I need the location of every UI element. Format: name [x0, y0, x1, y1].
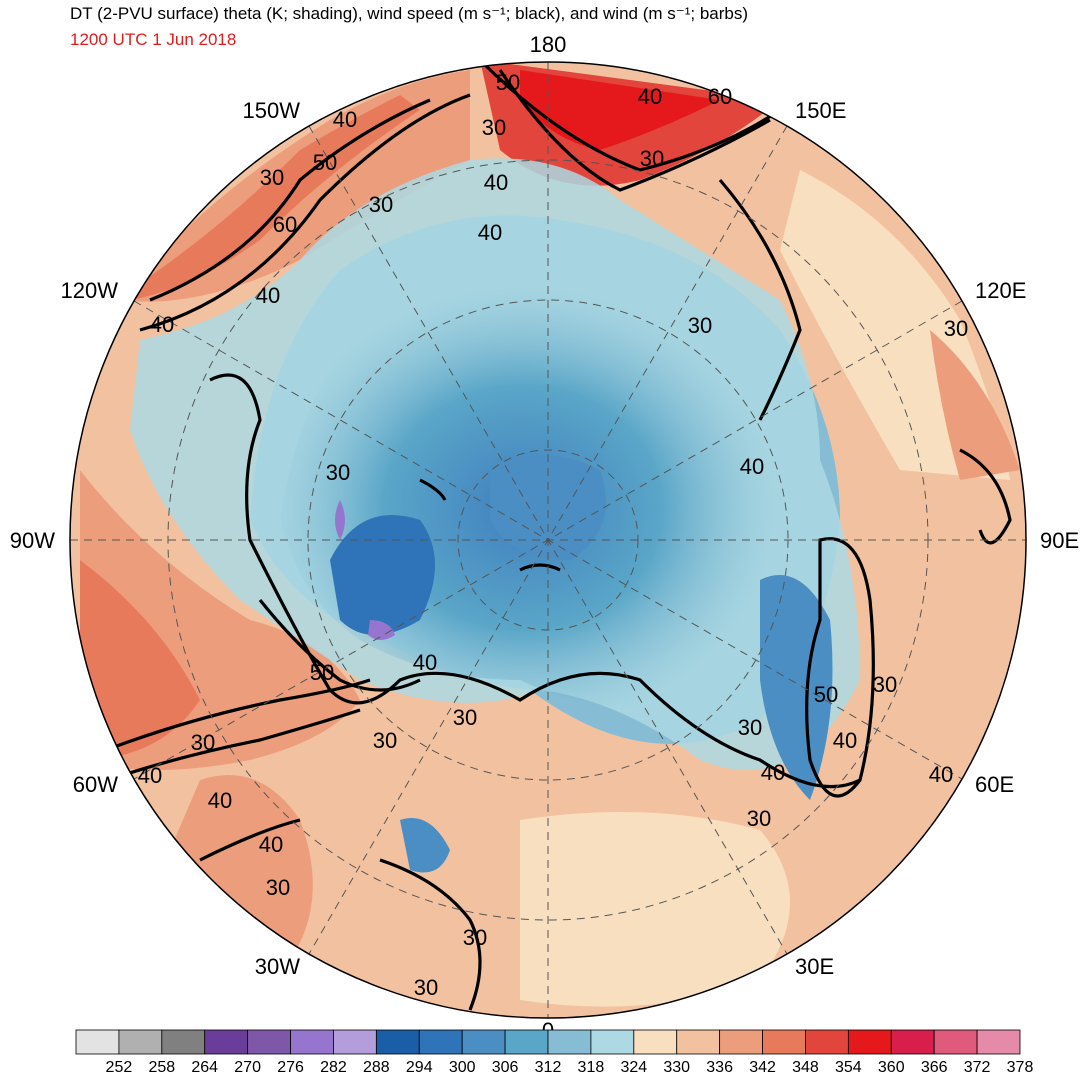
- contour-label: 40: [138, 763, 162, 788]
- colorbar-tick-label: 312: [535, 1059, 562, 1076]
- colorbar-tick-label: 372: [964, 1059, 991, 1076]
- colorbar-tick-label: 336: [706, 1059, 733, 1076]
- colorbar-swatch: [890, 1029, 935, 1055]
- colorbar-tick-label: 348: [792, 1059, 819, 1076]
- colorbar-swatch: [247, 1029, 291, 1055]
- figure-title: DT (2-PVU surface) theta (K; shading), w…: [70, 4, 749, 23]
- colorbar-swatch: [118, 1029, 163, 1055]
- colorbar-tick-label: 360: [878, 1059, 905, 1076]
- contour-label: 30: [191, 730, 215, 755]
- contour-label: 40: [478, 220, 502, 245]
- colorbar-tick-label: 324: [620, 1059, 647, 1076]
- lon-label-90e: 90E: [1040, 528, 1079, 553]
- colorbar-swatch: [590, 1029, 635, 1055]
- contour-label: 50: [313, 150, 337, 175]
- contour-label: 40: [740, 454, 764, 479]
- lon-label-180: 180: [530, 32, 567, 57]
- colorbar-swatch: [75, 1029, 120, 1055]
- colorbar-swatch: [290, 1029, 334, 1055]
- contour-label: 30: [260, 165, 284, 190]
- colorbar-swatch: [418, 1029, 463, 1055]
- colorbar-tick-label: 258: [148, 1059, 175, 1076]
- colorbar-tick-label: 330: [663, 1059, 690, 1076]
- contour-label: 60: [273, 212, 297, 237]
- lon-label-120e: 120E: [975, 278, 1026, 303]
- contour-label: 40: [638, 84, 662, 109]
- contour-label: 30: [414, 975, 438, 1000]
- contour-label: 30: [944, 316, 968, 341]
- colorbar-tick-label: 264: [191, 1059, 218, 1076]
- contour-label: 30: [373, 728, 397, 753]
- contour-label: 40: [413, 650, 437, 675]
- lon-label-30e: 30E: [795, 954, 834, 979]
- colorbar-tick-label: 354: [835, 1059, 862, 1076]
- contour-label: 30: [640, 146, 664, 171]
- colorbar-tick-label: 306: [492, 1059, 519, 1076]
- colorbar-swatch: [933, 1029, 978, 1055]
- contour-labels: 50 40 60 30 30 40 40 40 50 60 30 40 40 30 30 30 40 30 40 50…: [138, 70, 968, 1000]
- colorbar-tick-label: 300: [449, 1059, 476, 1076]
- contour-label: 30: [369, 192, 393, 217]
- contour-label: 40: [929, 762, 953, 787]
- contour-label: 30: [873, 672, 897, 697]
- colorbar-tick-label: 378: [1007, 1059, 1034, 1076]
- colorbar-tick-label: 366: [921, 1059, 948, 1076]
- colorbar: 252 258 264 270 276 282 288 294 300 306 312 318 324 3…: [75, 1029, 1034, 1076]
- colorbar-swatch: [204, 1029, 249, 1055]
- contour-label: 60: [708, 84, 732, 109]
- lon-label-60e: 60E: [975, 772, 1014, 797]
- colorbar-tick-label: 342: [749, 1059, 776, 1076]
- contour-label: 40: [484, 170, 508, 195]
- contour-label: 40: [208, 788, 232, 813]
- contour-label: 30: [482, 115, 506, 140]
- map-boundary: [69, 61, 1027, 1019]
- valid-time: 1200 UTC 1 Jun 2018: [70, 30, 237, 49]
- colorbar-swatch: [161, 1029, 206, 1055]
- colorbar-swatch: [633, 1029, 678, 1055]
- colorbar-swatch: [547, 1029, 592, 1055]
- colorbar-swatch: [805, 1029, 849, 1055]
- colorbar-tick-label: 282: [320, 1059, 347, 1076]
- lon-label-150e: 150E: [795, 98, 846, 123]
- colorbar-tick-label: 270: [234, 1059, 261, 1076]
- contour-label: 40: [256, 283, 280, 308]
- colorbar-swatch: [762, 1029, 806, 1055]
- contour-label: 40: [150, 312, 174, 337]
- contour-label: 40: [333, 107, 357, 132]
- colorbar-swatch: [375, 1029, 420, 1055]
- contour-label: 40: [761, 760, 785, 785]
- contour-label: 50: [496, 70, 520, 95]
- colorbar-swatch: [847, 1029, 892, 1055]
- contour-label: 30: [463, 925, 487, 950]
- contour-label: 50: [310, 660, 334, 685]
- colorbar-swatch: [504, 1029, 549, 1055]
- colorbar-tick-label: 288: [363, 1059, 390, 1076]
- lon-label-150w: 150W: [243, 98, 301, 123]
- lon-label-90w: 90W: [10, 528, 55, 553]
- contour-label: 40: [259, 832, 283, 857]
- contour-label: 30: [747, 806, 771, 831]
- colorbar-swatch: [976, 1029, 1021, 1055]
- colorbar-swatch: [719, 1029, 763, 1055]
- colorbar-swatch: [676, 1029, 721, 1055]
- contour-label: 30: [326, 460, 350, 485]
- contour-label: 30: [266, 875, 290, 900]
- contour-label: 30: [453, 705, 477, 730]
- colorbar-swatch: [461, 1029, 506, 1055]
- lon-label-30w: 30W: [255, 954, 300, 979]
- theta-shading: [70, 62, 1026, 1018]
- longitude-labels: 180150E120E90E60E30E030W60W90W120W150W: [10, 32, 1079, 1043]
- contour-label: 40: [833, 728, 857, 753]
- colorbar-tick-label: 276: [277, 1059, 304, 1076]
- contour-label: 30: [688, 313, 712, 338]
- colorbar-tick-label: 318: [578, 1059, 605, 1076]
- contour-label: 30: [738, 715, 762, 740]
- colorbar-tick-label: 294: [406, 1059, 433, 1076]
- colorbar-swatch: [333, 1029, 377, 1055]
- colorbar-tick-label: 252: [106, 1059, 133, 1076]
- lon-label-60w: 60W: [73, 772, 118, 797]
- lon-label-120w: 120W: [61, 278, 119, 303]
- contour-label: 50: [814, 682, 838, 707]
